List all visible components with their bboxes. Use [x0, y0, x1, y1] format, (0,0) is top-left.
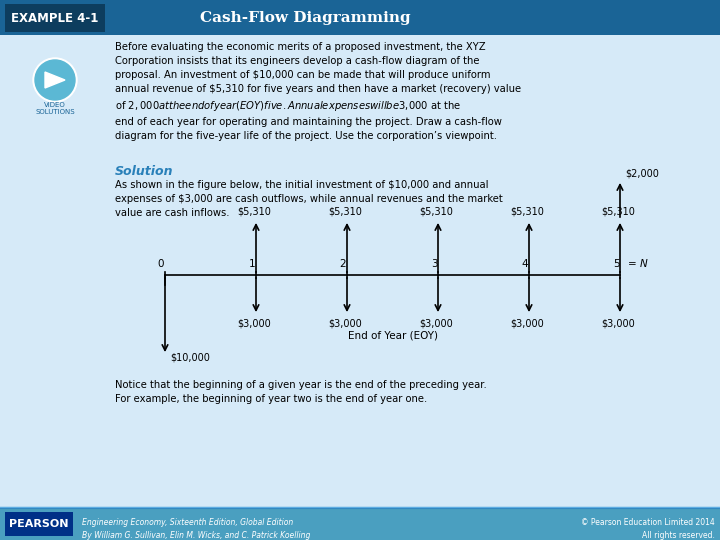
Text: PEARSON: PEARSON: [9, 519, 68, 529]
FancyBboxPatch shape: [5, 4, 105, 32]
FancyBboxPatch shape: [5, 512, 73, 536]
Text: Engineering Economy, Sixteenth Edition, Global Edition
By William G. Sullivan, E: Engineering Economy, Sixteenth Edition, …: [82, 518, 310, 539]
Text: Before evaluating the economic merits of a proposed investment, the XYZ
Corporat: Before evaluating the economic merits of…: [115, 42, 521, 141]
Text: EXAMPLE 4-1: EXAMPLE 4-1: [12, 11, 99, 24]
Text: 1: 1: [248, 259, 256, 269]
Polygon shape: [45, 72, 65, 88]
Text: End of Year (EOY): End of Year (EOY): [348, 331, 438, 341]
Text: $5,310: $5,310: [237, 207, 271, 217]
Text: 5: 5: [613, 259, 619, 269]
Text: $3,000: $3,000: [601, 318, 635, 328]
Text: $5,310: $5,310: [510, 207, 544, 217]
Text: $2,000: $2,000: [625, 168, 659, 178]
FancyBboxPatch shape: [0, 0, 720, 35]
Text: $5,310: $5,310: [328, 207, 362, 217]
Text: $3,000: $3,000: [510, 318, 544, 328]
Text: 4: 4: [522, 259, 528, 269]
Text: $5,310: $5,310: [419, 207, 453, 217]
Circle shape: [33, 58, 77, 102]
Text: 2: 2: [340, 259, 346, 269]
Text: Cash-Flow Diagramming: Cash-Flow Diagramming: [200, 11, 410, 25]
Text: $3,000: $3,000: [419, 318, 453, 328]
Text: Notice that the beginning of a given year is the end of the preceding year.
For : Notice that the beginning of a given yea…: [115, 380, 487, 404]
Text: $3,000: $3,000: [237, 318, 271, 328]
Text: As shown in the figure below, the initial investment of $10,000 and annual
expen: As shown in the figure below, the initia…: [115, 180, 503, 218]
Text: © Pearson Education Limited 2014
All rights reserved.: © Pearson Education Limited 2014 All rig…: [581, 518, 715, 539]
Text: = N: = N: [628, 259, 648, 269]
Text: 0: 0: [158, 259, 164, 269]
Text: $3,000: $3,000: [328, 318, 362, 328]
FancyBboxPatch shape: [0, 508, 720, 540]
Text: $5,310: $5,310: [601, 207, 635, 217]
Text: VIDEO
SOLUTIONS: VIDEO SOLUTIONS: [35, 102, 75, 116]
Text: $10,000: $10,000: [170, 352, 210, 362]
Text: 3: 3: [431, 259, 437, 269]
Text: Solution: Solution: [115, 165, 174, 178]
Circle shape: [35, 60, 75, 100]
